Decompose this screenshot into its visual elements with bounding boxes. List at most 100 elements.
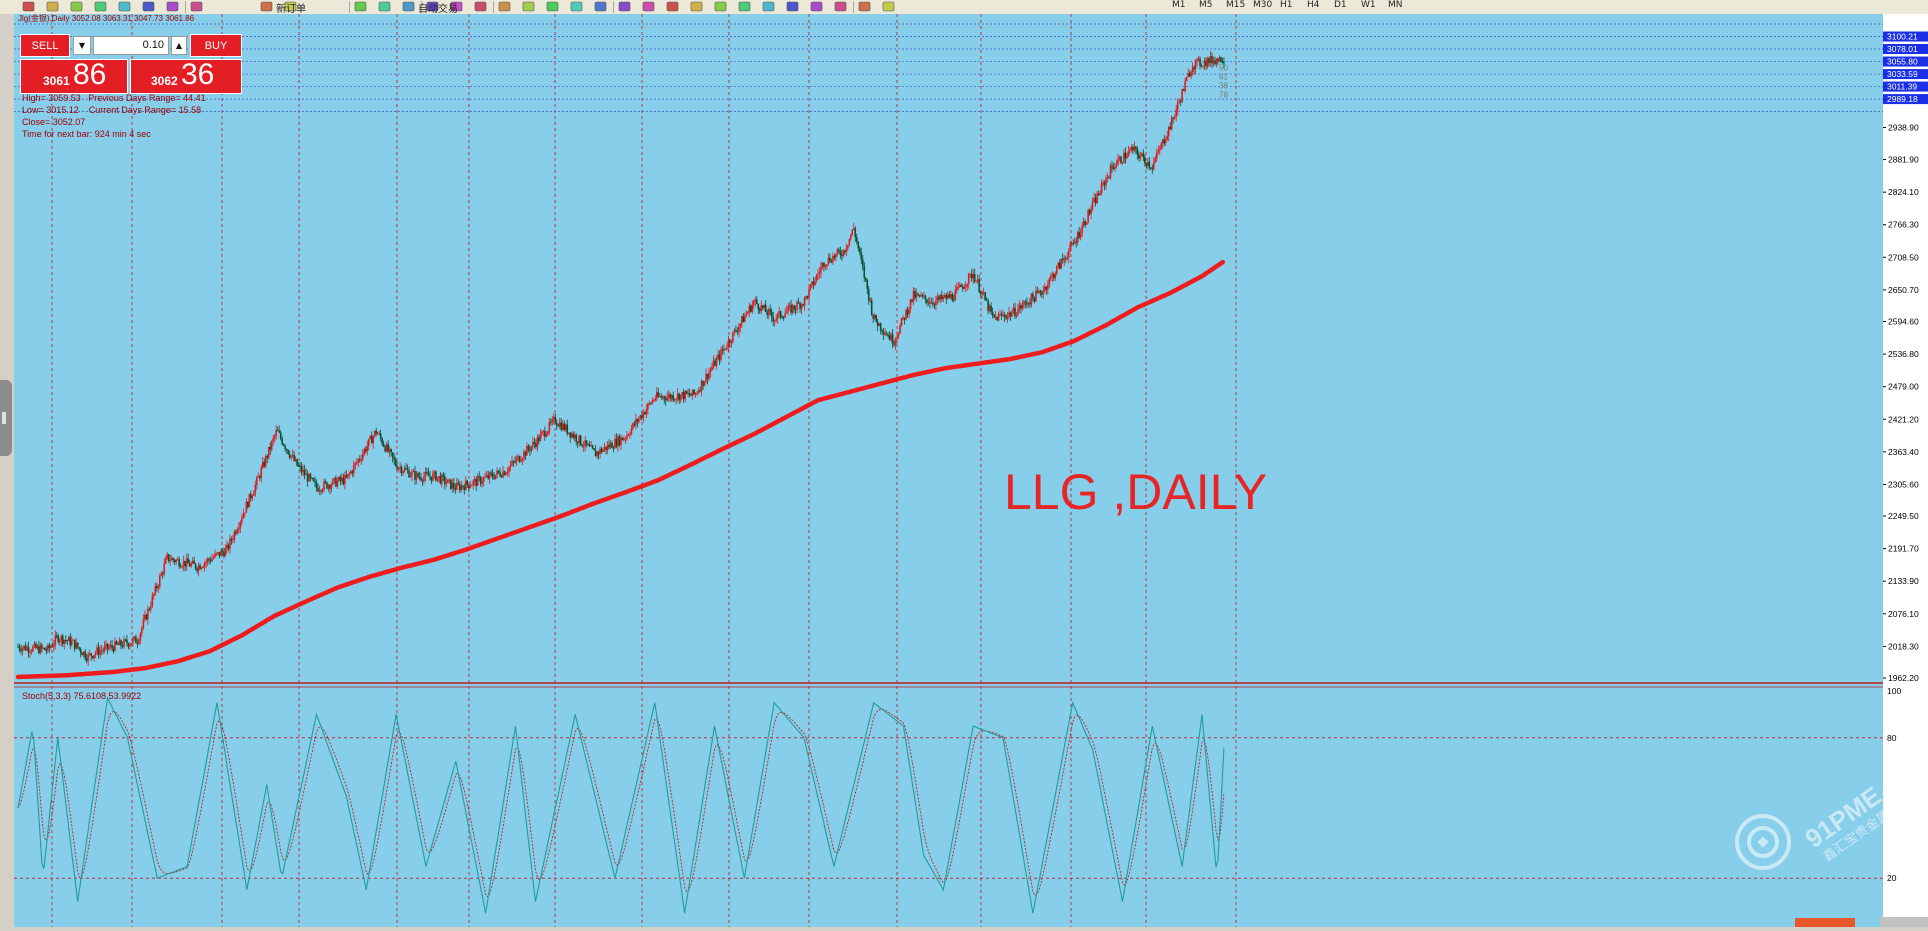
candle-body	[1017, 308, 1019, 315]
indicators-icon[interactable]	[546, 1, 560, 12]
candle-body	[742, 316, 745, 323]
candle-body	[73, 639, 76, 649]
bar-chart-icon[interactable]	[354, 1, 368, 12]
lot-increase-button[interactable]: ▲	[171, 36, 187, 55]
candle-body	[1032, 293, 1034, 298]
templates-icon[interactable]	[594, 1, 608, 12]
candle-body	[464, 480, 467, 491]
candle-body	[173, 560, 176, 563]
timeframe-w1[interactable]: W1	[1361, 0, 1376, 10]
candle-body	[1120, 156, 1122, 163]
candle-body	[127, 643, 130, 647]
candle-body	[1211, 56, 1213, 64]
lot-size-input[interactable]: 0.10	[93, 36, 169, 55]
candle-body	[773, 320, 776, 322]
candle-body	[39, 645, 42, 654]
timeframe-h1[interactable]: H1	[1280, 0, 1293, 10]
equidistant-channel-icon[interactable]	[738, 1, 752, 12]
candle-body	[487, 475, 489, 479]
candle-body	[582, 446, 585, 448]
market-watch-icon[interactable]	[70, 1, 84, 12]
crosshair-icon[interactable]	[642, 1, 656, 12]
trendline-icon[interactable]	[714, 1, 728, 12]
candle-body	[1181, 89, 1183, 102]
arrows-icon[interactable]	[834, 1, 848, 12]
candle-body	[493, 476, 495, 479]
buy-button[interactable]: BUY	[190, 34, 242, 57]
autotrading-label[interactable]: 自动交易	[418, 4, 458, 15]
candle-body	[202, 567, 204, 569]
price-label: 2305.60	[1888, 479, 1919, 489]
lot-decrease-button[interactable]: ▼	[73, 36, 91, 55]
candle-body	[715, 358, 718, 366]
terminal-icon[interactable]	[142, 1, 156, 12]
candle-body	[394, 459, 397, 466]
candle-body	[745, 313, 748, 316]
fibonacci-icon[interactable]	[762, 1, 776, 12]
price-label: 2479.00	[1888, 382, 1919, 392]
timeframe-m1[interactable]: M1	[1172, 0, 1186, 10]
candle-body	[96, 647, 98, 653]
timeframe-m15[interactable]: M15	[1226, 0, 1246, 10]
candle-body	[1063, 258, 1066, 261]
candle-body	[387, 444, 389, 452]
candle-body	[672, 395, 675, 401]
timeframe-mn[interactable]: MN	[1388, 0, 1403, 10]
candle-body	[939, 295, 942, 300]
candle-body	[105, 643, 107, 647]
text-icon[interactable]	[786, 1, 800, 12]
candle-body	[369, 435, 372, 439]
autotrading-icon[interactable]	[284, 1, 298, 12]
candle-body	[363, 449, 366, 454]
timeframe-m5[interactable]: M5	[1199, 0, 1213, 10]
candle-body	[461, 485, 464, 487]
candle-body	[458, 484, 461, 491]
line-chart-icon[interactable]	[402, 1, 416, 12]
search-icon[interactable]	[858, 1, 872, 12]
candlestick-icon[interactable]	[378, 1, 392, 12]
price-scale[interactable]: 2938.90 2881.90 2824.10 2766.30 2708.50 2650.…	[1883, 14, 1928, 930]
sell-button[interactable]: SELL	[20, 34, 70, 57]
buy-price-button[interactable]: 3062 36	[130, 58, 242, 94]
zoom-in-icon[interactable]	[426, 1, 440, 12]
candle-body	[775, 318, 777, 321]
candle-body	[1047, 284, 1049, 290]
cursor-icon[interactable]	[618, 1, 632, 12]
new-chart-icon[interactable]	[22, 1, 36, 12]
tile-windows-icon[interactable]	[474, 1, 488, 12]
vertical-line-icon[interactable]	[666, 1, 680, 12]
timeframe-d1[interactable]: D1	[1334, 0, 1347, 10]
zoom-out-icon[interactable]	[450, 1, 464, 12]
chart-shift-icon[interactable]	[498, 1, 512, 12]
data-window-icon[interactable]	[94, 1, 108, 12]
candle-body	[508, 467, 510, 472]
navigator-icon[interactable]	[118, 1, 132, 12]
settings-icon[interactable]	[882, 1, 896, 12]
new-order-label[interactable]: 新订单	[276, 4, 306, 15]
candle-body	[1190, 71, 1192, 77]
metaeditor-icon[interactable]	[260, 1, 274, 12]
candle-body	[84, 651, 86, 659]
candle-body	[1187, 73, 1189, 77]
text-label-icon[interactable]	[810, 1, 824, 12]
horizontal-line-icon[interactable]	[690, 1, 704, 12]
candle-body	[982, 292, 985, 294]
candle-body	[315, 482, 318, 488]
new-order-icon[interactable]	[190, 1, 204, 12]
candle-body	[1035, 290, 1037, 302]
candle-body	[139, 633, 142, 641]
candle-body	[273, 435, 276, 439]
strategy-tester-icon[interactable]	[166, 1, 180, 12]
profiles-icon[interactable]	[46, 1, 60, 12]
timeframe-m30[interactable]: M30	[1253, 0, 1273, 10]
candle-body	[826, 264, 828, 266]
candle-body	[1064, 258, 1067, 260]
periods-icon[interactable]	[570, 1, 584, 12]
left-panel-toggle[interactable]	[0, 380, 12, 456]
candle-body	[267, 446, 270, 458]
autoscroll-icon[interactable]	[522, 1, 536, 12]
timeframe-h4[interactable]: H4	[1307, 0, 1320, 10]
sell-price-button[interactable]: 3061 86	[20, 58, 128, 94]
candle-body	[1169, 127, 1172, 130]
